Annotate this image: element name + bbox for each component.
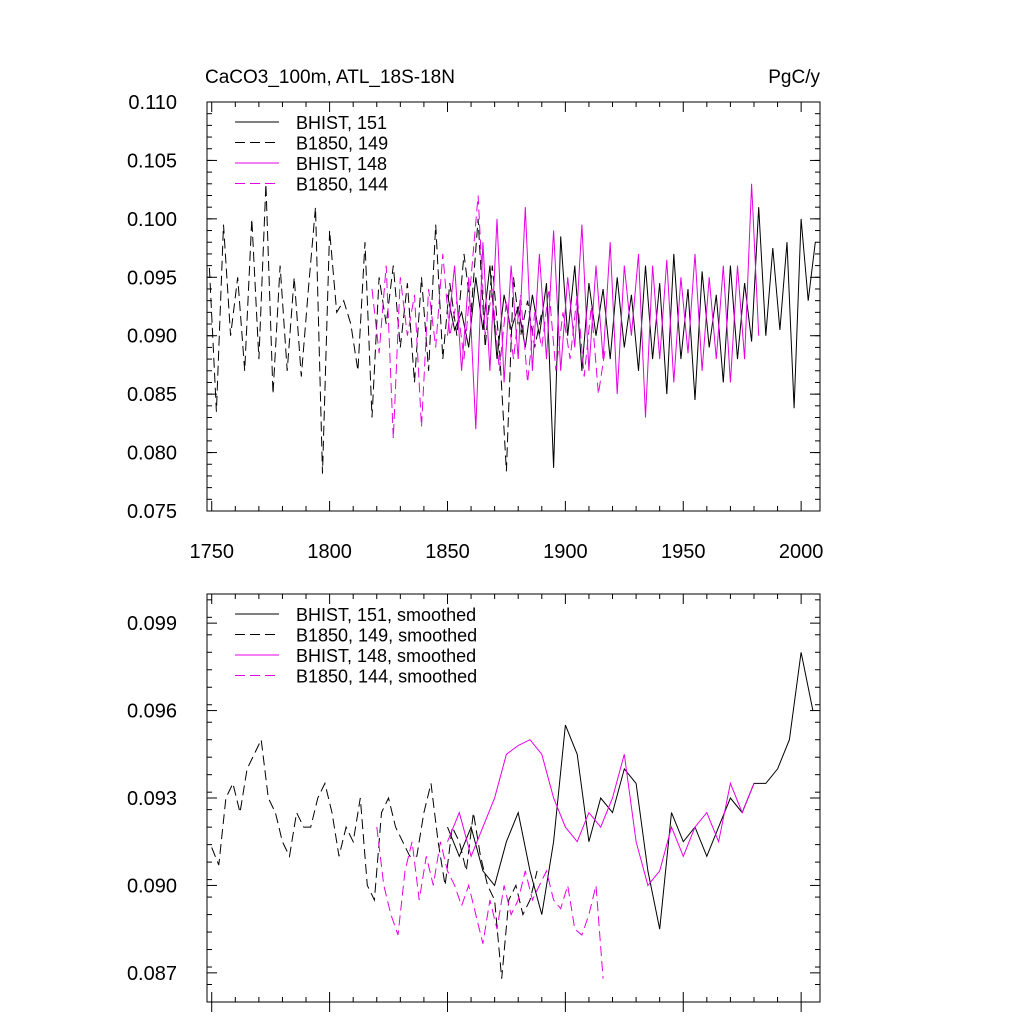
x-tick-label: 1800 [307, 541, 352, 563]
x-tick-label: 1900 [543, 541, 588, 563]
legend-label: BHIST, 151 [296, 113, 387, 133]
legend-label: B1850, 149, smoothed [296, 626, 477, 646]
y-tick-label: 0.095 [127, 267, 177, 289]
legend-label: BHIST, 151, smoothed [296, 605, 476, 625]
series-line [211, 737, 538, 979]
series-line [447, 183, 760, 430]
y-tick-label: 0.093 [127, 788, 177, 810]
y-tick-label: 0.090 [127, 875, 177, 897]
chart-title: CaCO3_100m, ATL_18S-18N [205, 67, 455, 88]
series-line [376, 827, 604, 979]
legend-label: B1850, 149 [296, 134, 388, 154]
plot-frame [206, 101, 821, 512]
y-tick-label: 0.105 [127, 150, 177, 172]
y-tick-label: 0.087 [127, 963, 177, 985]
legend-label: B1850, 144 [296, 175, 388, 195]
panel-top: 1750 1800 1850 1900 1950 2000 0.075 0.080 0.085 0… [127, 92, 823, 563]
y-tick-label: 0.075 [127, 501, 177, 523]
y-tick-label: 0.090 [127, 326, 177, 348]
legend-label: BHIST, 148 [296, 154, 387, 174]
x-tick-label: 2000 [779, 541, 824, 563]
series-line [447, 739, 755, 887]
y-tick-label: 0.099 [127, 613, 177, 635]
y-tick-label: 0.080 [127, 443, 177, 465]
y-tick-label: 0.085 [127, 384, 177, 406]
series-line [447, 652, 814, 930]
panel-bottom: 0.087 0.090 0.093 0.096 0.099 BHIST, 151, smo… [127, 593, 821, 1012]
x-tick-label: 1750 [189, 541, 234, 563]
legend-label: B1850, 144, smoothed [296, 667, 477, 687]
series-line [447, 207, 816, 468]
units-label: PgC/y [768, 67, 820, 88]
series-line [371, 195, 606, 439]
y-tick-label: 0.096 [127, 701, 177, 723]
y-tick-label: 0.110 [128, 92, 177, 114]
x-tick-label: 1950 [661, 541, 706, 563]
legend-label: BHIST, 148, smoothed [296, 646, 476, 666]
x-tick-label: 1850 [425, 541, 470, 563]
y-tick-label: 0.100 [127, 209, 177, 231]
